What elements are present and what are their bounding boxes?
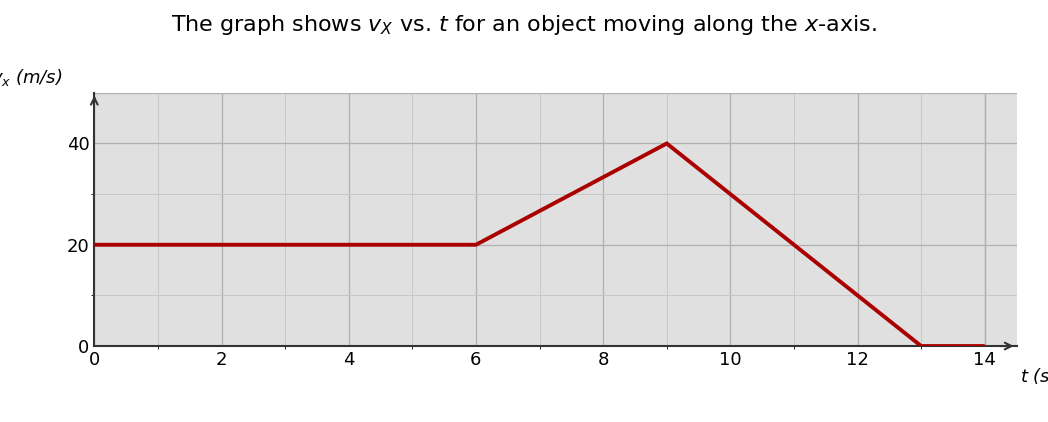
- Text: The graph shows $v_X$ vs. $t$ for an object moving along the $x$-axis.: The graph shows $v_X$ vs. $t$ for an obj…: [171, 13, 877, 37]
- Text: $t$ (s): $t$ (s): [1020, 366, 1048, 386]
- Text: $v_x$ (m/s): $v_x$ (m/s): [0, 67, 63, 88]
